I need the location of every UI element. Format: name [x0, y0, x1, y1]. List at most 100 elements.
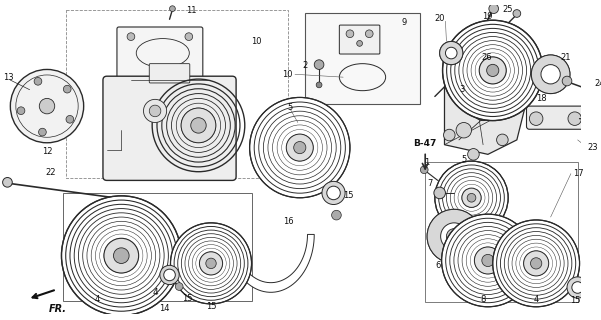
Text: 10: 10	[282, 70, 293, 79]
Text: FR.: FR.	[49, 304, 67, 314]
Circle shape	[529, 112, 543, 125]
Circle shape	[482, 254, 494, 267]
Circle shape	[444, 129, 455, 141]
Circle shape	[149, 105, 161, 117]
Circle shape	[322, 181, 345, 204]
Circle shape	[34, 77, 42, 85]
Text: 15: 15	[343, 191, 354, 200]
Circle shape	[191, 118, 206, 133]
Circle shape	[294, 141, 306, 154]
Circle shape	[531, 258, 542, 269]
Text: 5: 5	[287, 103, 293, 112]
Circle shape	[445, 47, 457, 59]
Text: 8: 8	[480, 295, 486, 304]
Circle shape	[468, 148, 479, 160]
FancyBboxPatch shape	[103, 76, 236, 180]
Circle shape	[442, 20, 543, 121]
Circle shape	[523, 251, 549, 276]
Text: 10: 10	[252, 37, 262, 46]
Circle shape	[496, 134, 508, 146]
Circle shape	[462, 188, 481, 207]
Text: 4: 4	[534, 295, 538, 304]
Circle shape	[38, 128, 46, 136]
Text: 15: 15	[182, 294, 192, 303]
Circle shape	[181, 108, 216, 143]
Text: 15: 15	[570, 296, 581, 305]
Circle shape	[114, 248, 129, 263]
Circle shape	[39, 98, 55, 114]
Circle shape	[568, 112, 582, 125]
Text: 3: 3	[459, 85, 465, 94]
Circle shape	[144, 99, 166, 123]
Circle shape	[314, 60, 324, 69]
Circle shape	[531, 55, 570, 93]
Circle shape	[185, 33, 193, 41]
Circle shape	[440, 42, 463, 65]
Text: 2: 2	[302, 61, 308, 70]
Circle shape	[160, 265, 179, 284]
Circle shape	[447, 228, 462, 244]
Circle shape	[17, 107, 25, 115]
FancyBboxPatch shape	[305, 12, 420, 104]
Circle shape	[477, 71, 489, 83]
Circle shape	[171, 223, 252, 304]
Text: 21: 21	[560, 53, 571, 62]
Circle shape	[531, 55, 570, 93]
Text: B-47: B-47	[413, 139, 437, 148]
Text: 4: 4	[152, 288, 158, 297]
Circle shape	[365, 30, 373, 38]
Circle shape	[434, 187, 445, 199]
Text: 22: 22	[46, 168, 56, 177]
Circle shape	[249, 97, 350, 198]
Circle shape	[286, 134, 313, 161]
Text: 25: 25	[502, 5, 513, 14]
Circle shape	[61, 196, 181, 316]
Circle shape	[127, 33, 135, 41]
FancyBboxPatch shape	[117, 27, 203, 79]
Circle shape	[10, 69, 84, 143]
Circle shape	[332, 210, 341, 220]
Circle shape	[506, 91, 518, 102]
Circle shape	[63, 85, 71, 93]
Circle shape	[466, 58, 475, 68]
Circle shape	[441, 223, 468, 250]
Circle shape	[316, 82, 322, 88]
Text: 5: 5	[461, 155, 466, 164]
Circle shape	[456, 123, 472, 138]
Text: 19: 19	[481, 12, 492, 21]
Circle shape	[440, 42, 463, 65]
Circle shape	[200, 252, 222, 275]
Text: 24: 24	[594, 79, 601, 88]
Circle shape	[420, 166, 428, 174]
Polygon shape	[227, 235, 314, 292]
Circle shape	[327, 186, 340, 200]
Circle shape	[357, 41, 362, 46]
Text: 4: 4	[94, 295, 100, 304]
Text: 9: 9	[401, 18, 406, 27]
Circle shape	[595, 117, 601, 124]
Circle shape	[487, 64, 499, 76]
Text: 14: 14	[159, 304, 170, 313]
Circle shape	[175, 283, 183, 290]
Circle shape	[474, 247, 501, 274]
Circle shape	[567, 277, 588, 298]
Text: 1: 1	[424, 157, 430, 167]
Circle shape	[435, 161, 508, 235]
Circle shape	[572, 282, 584, 293]
Circle shape	[479, 57, 506, 84]
Text: 12: 12	[41, 147, 52, 156]
Text: 23: 23	[587, 143, 598, 152]
FancyBboxPatch shape	[149, 64, 190, 83]
Circle shape	[442, 214, 534, 307]
Circle shape	[66, 116, 74, 123]
FancyBboxPatch shape	[340, 25, 380, 54]
Circle shape	[427, 209, 481, 263]
Circle shape	[206, 258, 216, 268]
Text: 18: 18	[535, 94, 546, 103]
Text: 15: 15	[206, 302, 216, 311]
Circle shape	[448, 84, 460, 95]
Text: 6: 6	[435, 261, 441, 270]
Circle shape	[513, 10, 520, 17]
Circle shape	[2, 178, 12, 187]
Circle shape	[346, 30, 354, 38]
